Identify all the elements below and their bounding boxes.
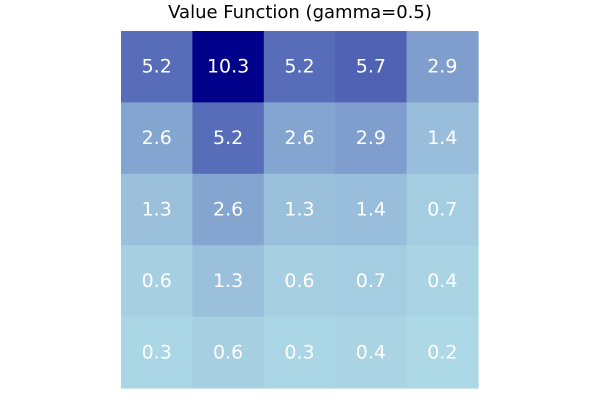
heatmap-cell-label: 1.4	[427, 127, 457, 149]
heatmap-cell-label: 0.6	[142, 270, 172, 292]
heatmap-cell-label: 5.7	[356, 56, 386, 78]
heatmap-cell-label: 2.6	[142, 127, 172, 149]
heatmap-cell-label: 1.3	[142, 199, 172, 221]
heatmap-cell-label: 2.9	[356, 127, 386, 149]
heatmap-cell-label: 5.2	[284, 56, 314, 78]
heatmap-cell-label: 2.6	[284, 127, 314, 149]
heatmap-cell-label: 1.4	[356, 199, 386, 221]
heatmap-cell-label: 0.6	[213, 341, 243, 363]
heatmap-cell-label: 0.6	[284, 270, 314, 292]
heatmap-cell-label: 5.2	[142, 56, 172, 78]
heatmap-cell-label: 10.3	[207, 56, 249, 78]
heatmap-cell-label: 0.3	[142, 341, 172, 363]
heatmap-cell-label: 5.2	[213, 127, 243, 149]
heatmap-cell-label: 1.3	[213, 270, 243, 292]
heatmap-cell-label: 0.7	[427, 199, 457, 221]
heatmap-cell-label: 0.4	[427, 270, 457, 292]
heatmap-cell-label: 2.6	[213, 199, 243, 221]
heatmap-cell-label: 2.9	[427, 56, 457, 78]
heatmap-cell-label: 1.3	[284, 199, 314, 221]
heatmap-cell-label: 0.2	[427, 341, 457, 363]
heatmap-cell-label: 0.7	[356, 270, 386, 292]
heatmap-cell-label: 0.4	[356, 341, 386, 363]
heatmap-cell-label: 0.3	[284, 341, 314, 363]
